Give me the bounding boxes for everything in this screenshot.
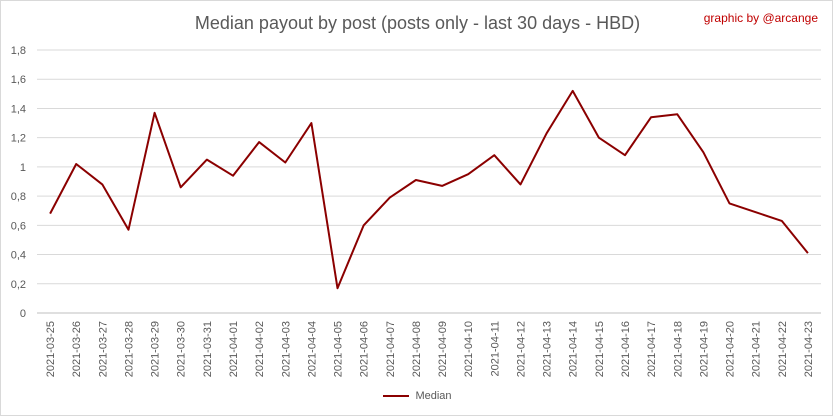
x-tick-label: 2021-04-08 <box>411 321 423 377</box>
x-tick-label: 2021-04-06 <box>359 321 371 377</box>
x-tick-label: 2021-04-23 <box>803 321 815 377</box>
legend-swatch <box>383 395 409 397</box>
x-tick-label: 2021-03-31 <box>202 321 214 377</box>
y-tick-label: 1,6 <box>11 74 26 86</box>
x-tick-label: 2021-04-20 <box>725 321 737 377</box>
x-tick-label: 2021-03-30 <box>176 321 188 377</box>
x-tick-label: 2021-03-26 <box>71 321 83 377</box>
x-tick-label: 2021-04-01 <box>228 321 240 377</box>
x-tick-label: 2021-03-25 <box>45 321 57 377</box>
y-tick-label: 0,2 <box>11 279 26 291</box>
x-tick-label: 2021-03-29 <box>150 321 162 377</box>
x-tick-label: 2021-04-12 <box>515 321 527 377</box>
y-tick-label: 0,8 <box>11 191 26 203</box>
series-line-median <box>50 91 808 288</box>
y-tick-label: 1 <box>20 162 26 174</box>
x-tick-label: 2021-04-17 <box>646 321 658 377</box>
x-tick-label: 2021-04-05 <box>333 321 345 377</box>
y-tick-label: 1,2 <box>11 133 26 145</box>
legend: Median <box>1 390 833 402</box>
y-tick-label: 0,6 <box>11 220 26 232</box>
y-tick-label: 1,4 <box>11 103 26 115</box>
x-tick-label: 2021-04-09 <box>437 321 449 377</box>
x-tick-label: 2021-03-27 <box>97 321 109 377</box>
x-tick-label: 2021-04-19 <box>698 321 710 377</box>
x-tick-label: 2021-04-14 <box>568 321 580 377</box>
x-tick-label: 2021-04-22 <box>777 321 789 377</box>
x-tick-label: 2021-04-13 <box>542 321 554 377</box>
x-tick-label: 2021-04-15 <box>594 321 606 377</box>
y-tick-label: 0 <box>20 308 26 320</box>
x-tick-label: 2021-03-28 <box>123 321 135 377</box>
legend-label: Median <box>415 390 451 402</box>
x-tick-label: 2021-04-16 <box>620 321 632 377</box>
x-tick-label: 2021-04-04 <box>306 321 318 377</box>
x-tick-label: 2021-04-11 <box>489 321 501 376</box>
y-tick-label: 0,4 <box>11 250 26 262</box>
x-tick-label: 2021-04-02 <box>254 321 266 377</box>
x-tick-label: 2021-04-10 <box>463 321 475 377</box>
x-tick-label: 2021-04-03 <box>280 321 292 377</box>
x-tick-label: 2021-04-07 <box>385 321 397 377</box>
x-tick-label: 2021-04-18 <box>672 321 684 377</box>
y-tick-label: 1,8 <box>11 45 26 57</box>
x-tick-label: 2021-04-21 <box>751 321 763 377</box>
